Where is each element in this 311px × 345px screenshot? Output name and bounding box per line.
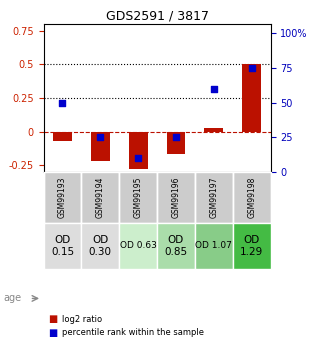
Text: OD
0.30: OD 0.30 — [89, 235, 112, 257]
Text: percentile rank within the sample: percentile rank within the sample — [62, 328, 204, 337]
Text: GSM99197: GSM99197 — [209, 177, 218, 218]
Text: GSM99198: GSM99198 — [247, 177, 256, 218]
Text: OD 0.63: OD 0.63 — [120, 241, 156, 250]
Point — [249, 65, 254, 71]
Bar — [91, 132, 110, 161]
Bar — [119, 172, 157, 223]
Text: OD
1.29: OD 1.29 — [240, 235, 263, 257]
Text: log2 ratio: log2 ratio — [62, 315, 102, 324]
Bar — [204, 128, 223, 132]
Point — [136, 155, 141, 161]
Point — [98, 135, 103, 140]
Bar — [166, 132, 185, 155]
Bar — [157, 172, 195, 223]
Bar — [195, 223, 233, 269]
Point — [60, 100, 65, 106]
Text: OD 1.07: OD 1.07 — [195, 241, 232, 250]
Bar — [129, 132, 148, 169]
Title: GDS2591 / 3817: GDS2591 / 3817 — [105, 10, 209, 23]
Text: ■: ■ — [48, 314, 58, 324]
Text: OD
0.85: OD 0.85 — [165, 235, 188, 257]
Bar — [195, 172, 233, 223]
Bar — [81, 223, 119, 269]
Text: GSM99194: GSM99194 — [96, 177, 105, 218]
Text: GSM99195: GSM99195 — [134, 177, 143, 218]
Bar — [44, 172, 81, 223]
Bar — [242, 65, 261, 132]
Bar — [157, 223, 195, 269]
Bar — [119, 223, 157, 269]
Bar — [44, 223, 81, 269]
Text: GSM99193: GSM99193 — [58, 177, 67, 218]
Bar — [53, 132, 72, 141]
Text: age: age — [3, 294, 21, 303]
Text: OD
0.15: OD 0.15 — [51, 235, 74, 257]
Text: GSM99196: GSM99196 — [171, 177, 180, 218]
Text: ■: ■ — [48, 328, 58, 338]
Bar — [233, 172, 271, 223]
Bar — [233, 223, 271, 269]
Point — [174, 135, 179, 140]
Point — [211, 86, 216, 92]
Bar — [81, 172, 119, 223]
